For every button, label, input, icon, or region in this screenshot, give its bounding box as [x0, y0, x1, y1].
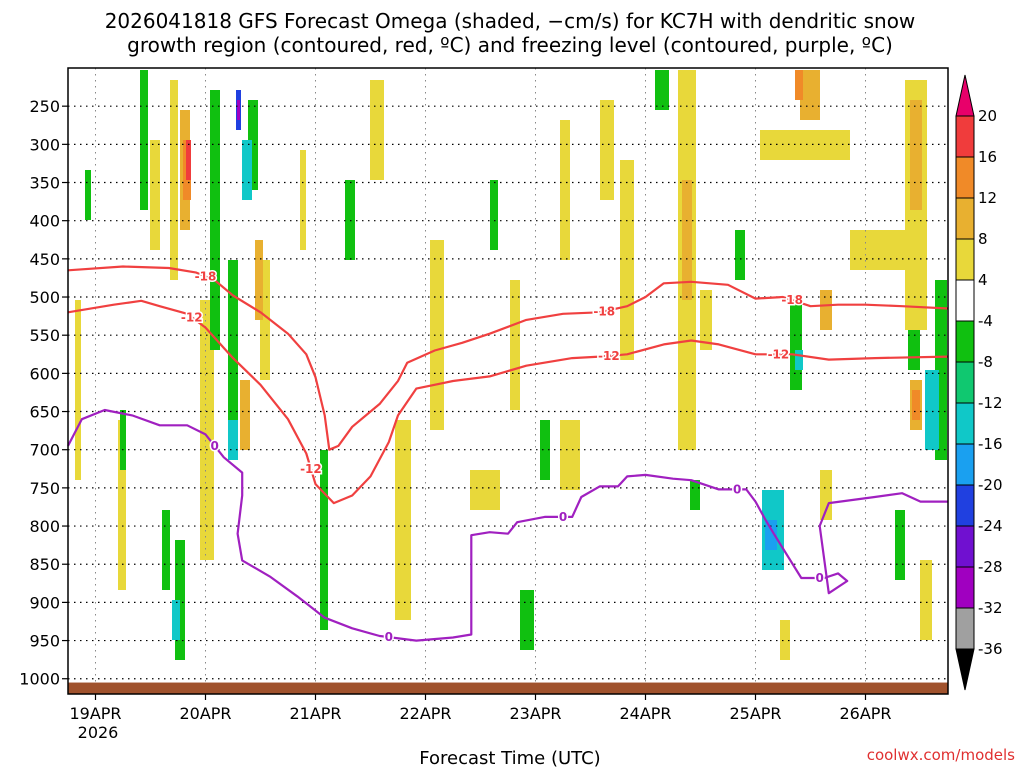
y-tick-label-600: 600: [29, 364, 60, 383]
colorbar-label--36: -36: [978, 640, 1003, 658]
contour-label: -12: [598, 349, 620, 363]
contour-label: -18: [781, 293, 803, 307]
plot-area: -18 -18 -18 -12 -12 -12 -12 0 0 0 0 0: [67, 67, 949, 695]
colorbar-band: [955, 566, 975, 609]
x-axis-title: Forecast Time (UTC): [419, 748, 600, 768]
y-tick-label-550: 550: [29, 326, 60, 345]
y-tick-label-350: 350: [29, 174, 60, 193]
colorbar-band: [955, 320, 975, 363]
colorbar-label--20: -20: [978, 476, 1003, 494]
colorbar-band-top: [955, 74, 975, 117]
contour-label: 0: [385, 630, 393, 644]
x-year-label: 2026: [78, 723, 119, 742]
colorbar: 20 16 12 8 4 -4 -8 -12 -16 -20 -24 -28 -32 -36: [955, 74, 1003, 691]
contour-label: 0: [733, 482, 741, 496]
colorbar-band: [955, 484, 975, 527]
colorbar-label--32: -32: [978, 599, 1003, 617]
colorbar-label-16: 16: [978, 148, 997, 166]
contour-label: 0: [210, 439, 218, 453]
colorbar-label--4: -4: [978, 312, 993, 330]
x-tick-label-23APR: 23APR: [509, 704, 561, 723]
plot-frame: [67, 67, 949, 695]
x-tick-label-19APR: 19APR: [69, 704, 121, 723]
contour-line--12: [67, 299, 949, 505]
colorbar-band: [955, 197, 975, 240]
colorbar-band: [955, 607, 975, 650]
colorbar-band: [955, 402, 975, 445]
y-tick-label-450: 450: [29, 250, 60, 269]
x-tick-label-26APR: 26APR: [839, 704, 891, 723]
y-tick-label-250: 250: [29, 97, 60, 116]
colorbar-label--16: -16: [978, 435, 1003, 453]
x-axis: 19APR 20APR 21APR 22APR 23APR 24APR 25APR 26APR: [69, 694, 892, 723]
colorbar-band: [955, 156, 975, 199]
colorbar-band: [955, 115, 975, 158]
colorbar-label-4: 4: [978, 271, 988, 289]
contour-label: -18: [593, 304, 615, 318]
omega-shading-layer: [75, 70, 947, 660]
x-tick-label-20APR: 20APR: [179, 704, 231, 723]
y-tick-label-750: 750: [29, 479, 60, 498]
colorbar-band: [955, 525, 975, 568]
y-tick-label-500: 500: [29, 288, 60, 307]
colorbar-band: [955, 238, 975, 281]
contour-line--18: [67, 265, 949, 451]
colorbar-label-8: 8: [978, 230, 988, 248]
colorbar-band-bottom: [955, 648, 975, 691]
y-tick-label-800: 800: [29, 517, 60, 536]
x-tick-label-24APR: 24APR: [619, 704, 671, 723]
colorbar-label-12: 12: [978, 189, 997, 207]
colorbar-label--8: -8: [978, 353, 993, 371]
contour-label: -12: [768, 347, 790, 361]
contour-layer: -18 -18 -18 -12 -12 -12 -12 0 0 0 0 0: [67, 265, 949, 646]
y-tick-label-700: 700: [29, 441, 60, 460]
y-tick-label-400: 400: [29, 212, 60, 231]
contour-line-0: [67, 408, 948, 642]
contour-label: 0: [559, 510, 567, 524]
colorbar-label--12: -12: [978, 394, 1003, 412]
colorbar-label--24: -24: [978, 517, 1003, 535]
y-tick-label-300: 300: [29, 135, 60, 154]
contour-label: -12: [181, 310, 203, 324]
x-tick-label-21APR: 21APR: [289, 704, 341, 723]
x-tick-label-22APR: 22APR: [399, 704, 451, 723]
y-tick-label-650: 650: [29, 403, 60, 422]
colorbar-band: [955, 443, 975, 486]
colorbar-label-20: 20: [978, 107, 997, 125]
y-axis: 250 300 350 400 450 500 550 600 650 700 750 800 850 9…: [19, 97, 68, 689]
contour-label: -18: [195, 269, 217, 283]
credit-text: coolwx.com/models: [867, 746, 1015, 764]
grid-lines: [68, 68, 948, 694]
y-tick-label-1000: 1000: [19, 670, 60, 689]
ground-bar: [68, 682, 948, 694]
colorbar-band: [955, 279, 975, 322]
y-tick-label-900: 900: [29, 593, 60, 612]
colorbar-label--28: -28: [978, 558, 1003, 576]
x-tick-label-25APR: 25APR: [729, 704, 781, 723]
y-tick-label-850: 850: [29, 555, 60, 574]
contour-label: -12: [300, 462, 322, 476]
chart-title-line2: growth region (contoured, red, ºC) and f…: [127, 33, 893, 57]
chart-title-line1: 2026041818 GFS Forecast Omega (shaded, −…: [105, 9, 916, 33]
colorbar-band: [955, 361, 975, 404]
contour-label: 0: [815, 571, 823, 585]
y-tick-label-950: 950: [29, 632, 60, 651]
